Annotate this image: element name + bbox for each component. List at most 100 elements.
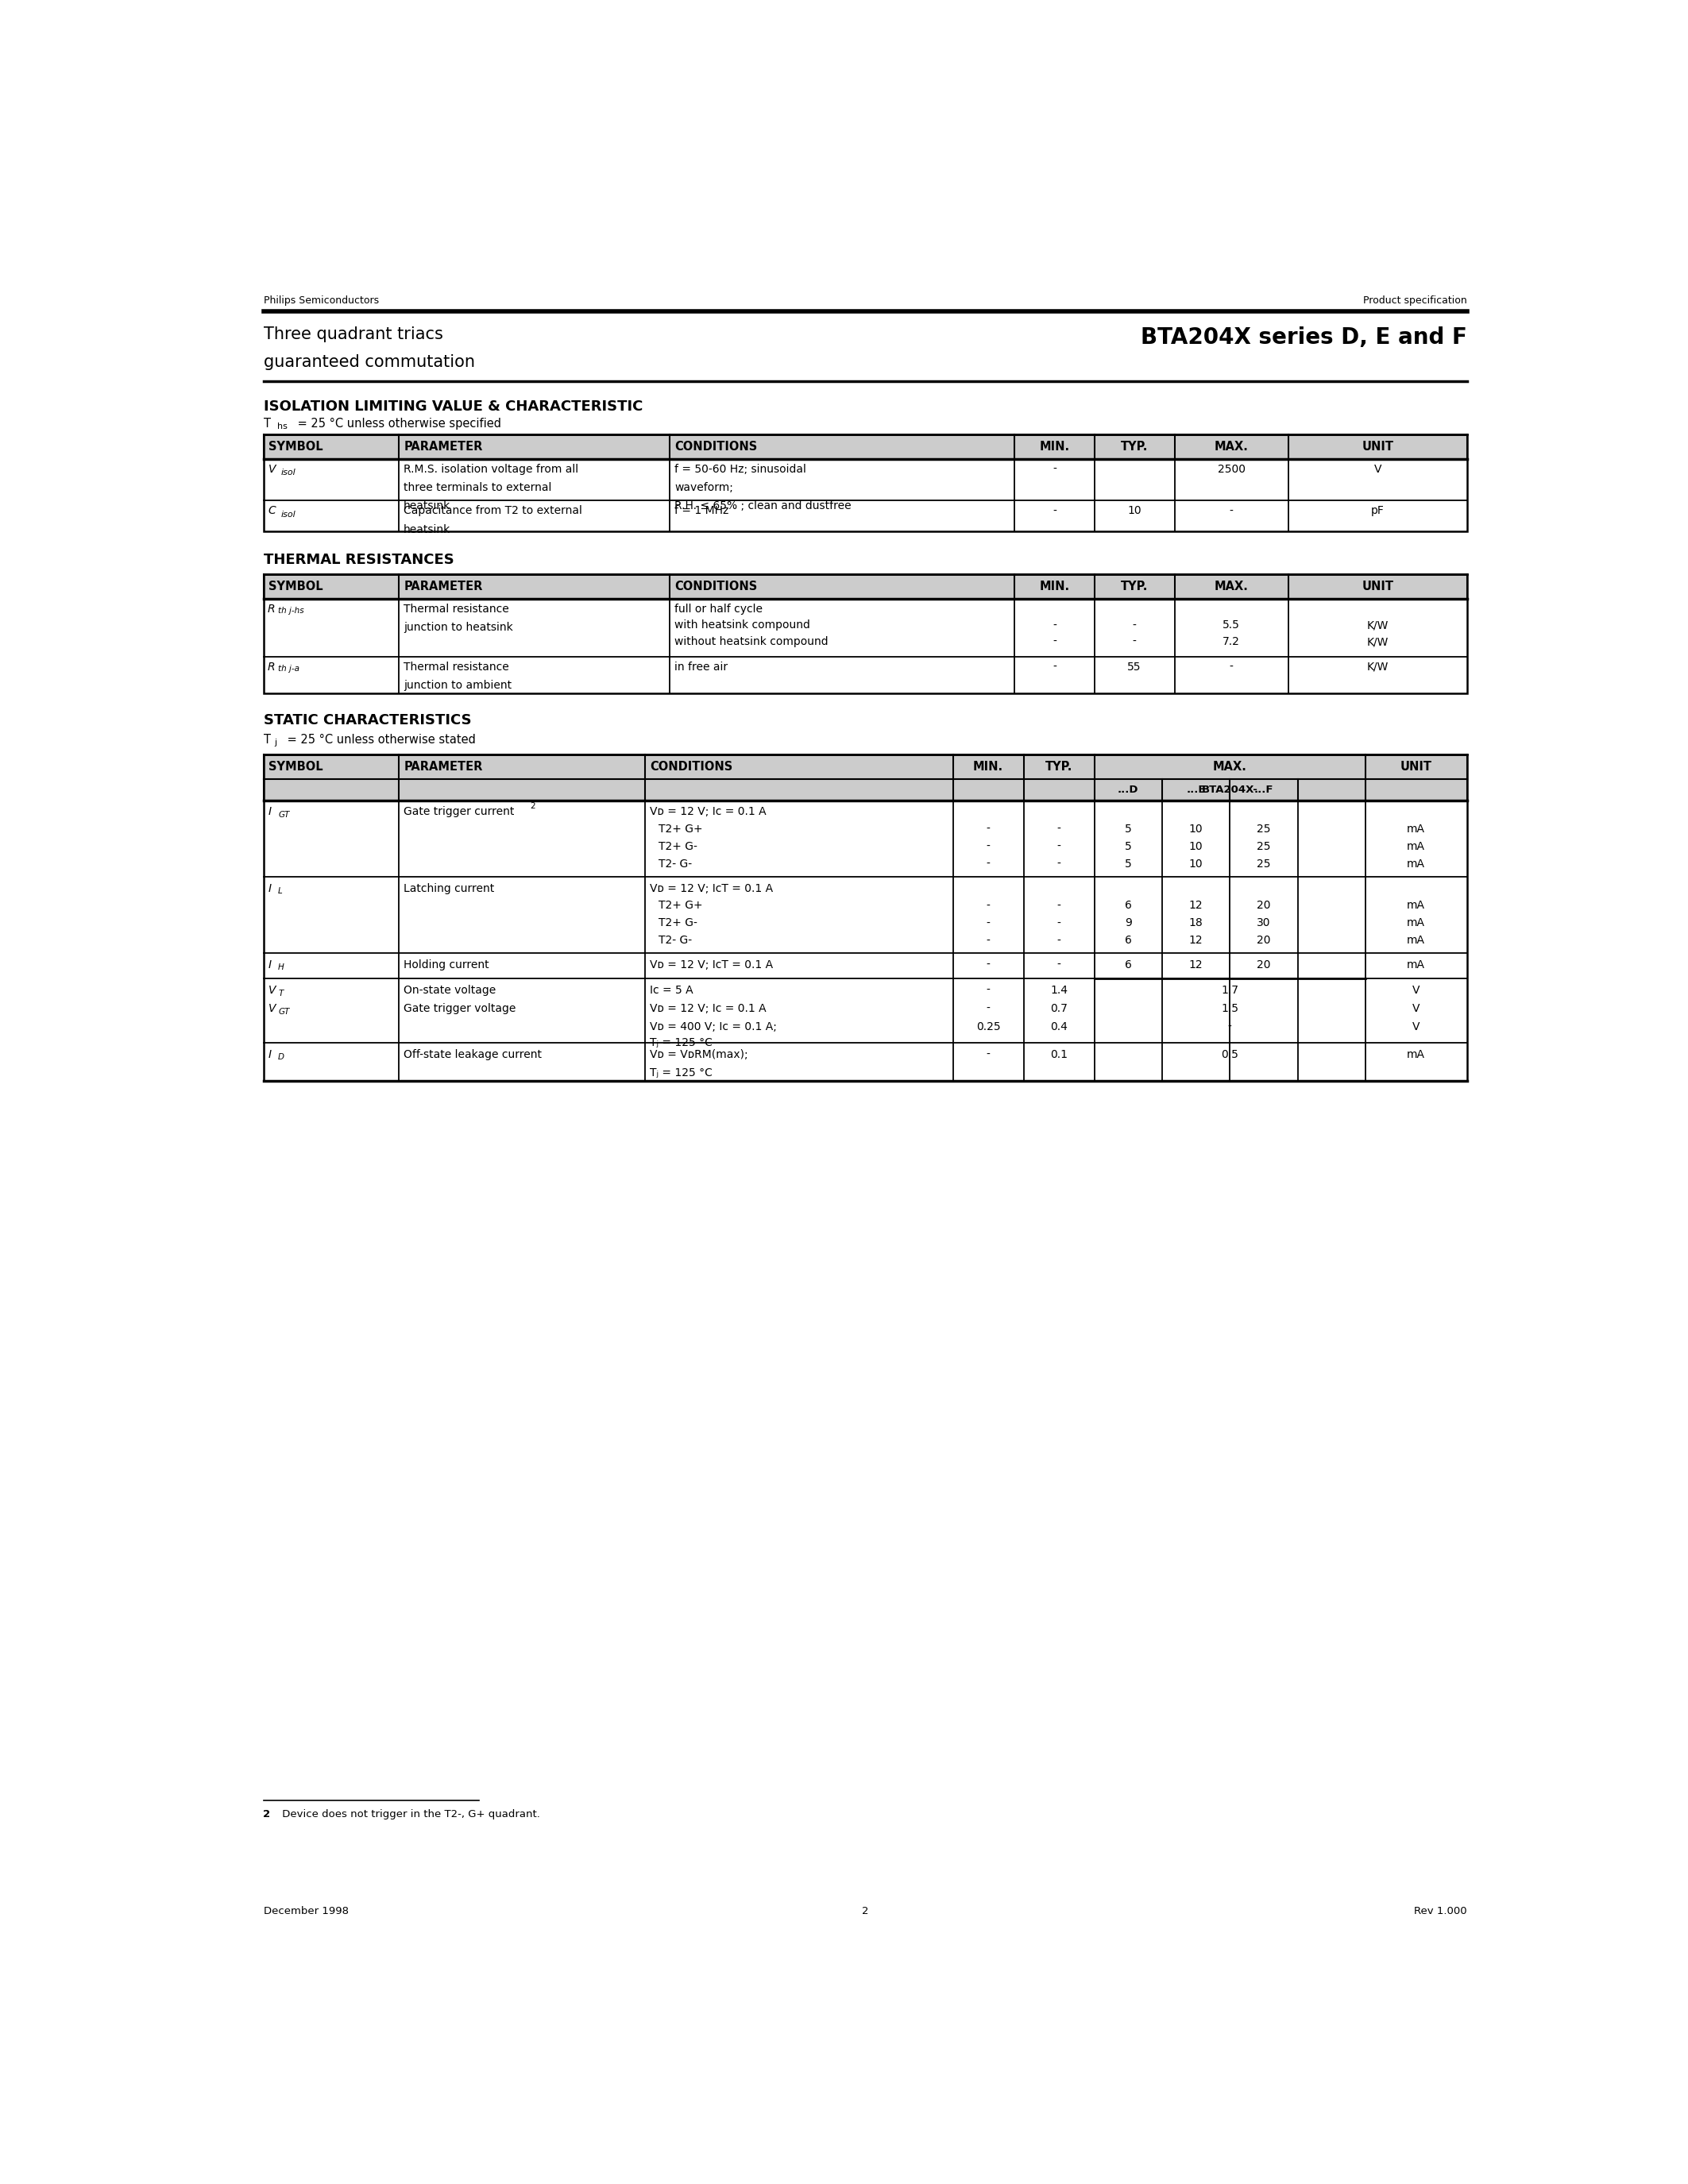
Text: -: -: [1053, 636, 1057, 646]
Text: mA: mA: [1408, 900, 1425, 911]
Text: V: V: [268, 1002, 275, 1013]
Text: guaranteed commutation: guaranteed commutation: [263, 354, 474, 369]
Text: GT: GT: [279, 810, 290, 819]
Text: MIN.: MIN.: [972, 760, 1003, 773]
Text: TYP.: TYP.: [1121, 581, 1148, 592]
Text: -: -: [1057, 959, 1062, 970]
Text: UNIT: UNIT: [1362, 581, 1394, 592]
Text: -: -: [986, 900, 991, 911]
Bar: [263, 753, 1467, 1081]
Text: 12: 12: [1188, 959, 1204, 970]
Text: 0.25: 0.25: [976, 1022, 1001, 1033]
Text: 2: 2: [863, 1907, 869, 1915]
Text: R.H. ≤ 65% ; clean and dustfree: R.H. ≤ 65% ; clean and dustfree: [675, 500, 851, 511]
Text: -: -: [1229, 505, 1234, 518]
Text: -: -: [986, 823, 991, 834]
Text: D: D: [279, 1053, 285, 1061]
Bar: [263, 753, 1467, 780]
Text: 10: 10: [1128, 505, 1141, 518]
Text: isol: isol: [280, 470, 295, 476]
Text: with heatsink compound: with heatsink compound: [675, 620, 810, 631]
Text: 5: 5: [1124, 858, 1131, 869]
Text: 1.4: 1.4: [1050, 985, 1069, 996]
Text: Rev 1.000: Rev 1.000: [1415, 1907, 1467, 1915]
Text: Product specification: Product specification: [1362, 295, 1467, 306]
Text: T2+ G-: T2+ G-: [658, 917, 697, 928]
Text: BTA204X series D, E and F: BTA204X series D, E and F: [1141, 325, 1467, 349]
Text: K/W: K/W: [1367, 636, 1389, 646]
Text: Philips Semiconductors: Philips Semiconductors: [263, 295, 378, 306]
Text: -: -: [1053, 662, 1057, 673]
Text: 10: 10: [1188, 858, 1204, 869]
Text: MAX.: MAX.: [1214, 581, 1249, 592]
Text: 20: 20: [1258, 935, 1271, 946]
Text: 10: 10: [1188, 823, 1204, 834]
Text: December 1998: December 1998: [263, 1907, 348, 1915]
Text: CONDITIONS: CONDITIONS: [650, 760, 733, 773]
Text: mA: mA: [1408, 959, 1425, 970]
Text: mA: mA: [1408, 841, 1425, 852]
Text: three terminals to external: three terminals to external: [403, 483, 552, 494]
Text: T2+ G+: T2+ G+: [658, 900, 702, 911]
Text: 2: 2: [530, 802, 535, 810]
Text: th j-hs: th j-hs: [279, 607, 304, 616]
Text: 9: 9: [1124, 917, 1131, 928]
Text: V: V: [1413, 985, 1420, 996]
Text: mA: mA: [1408, 1048, 1425, 1059]
Text: UNIT: UNIT: [1362, 441, 1394, 452]
Text: -: -: [1053, 463, 1057, 474]
Text: 10: 10: [1188, 841, 1204, 852]
Text: 6: 6: [1124, 935, 1131, 946]
Text: V: V: [1374, 463, 1381, 474]
Text: V: V: [1413, 1022, 1420, 1033]
Text: 25: 25: [1258, 841, 1271, 852]
Text: ...E: ...E: [1187, 784, 1205, 795]
Text: -: -: [986, 1048, 991, 1059]
Text: 0.1: 0.1: [1050, 1048, 1069, 1059]
Text: Capacitance from T2 to external: Capacitance from T2 to external: [403, 505, 582, 518]
Text: T: T: [263, 734, 270, 747]
Text: TYP.: TYP.: [1121, 441, 1148, 452]
Text: f = 1 MHz: f = 1 MHz: [675, 505, 729, 518]
Text: mA: mA: [1408, 935, 1425, 946]
Text: ...D: ...D: [1117, 784, 1139, 795]
Bar: [263, 574, 1467, 692]
Text: STATIC CHARACTERISTICS: STATIC CHARACTERISTICS: [263, 714, 471, 727]
Text: K/W: K/W: [1367, 620, 1389, 631]
Text: R.M.S. isolation voltage from all: R.M.S. isolation voltage from all: [403, 463, 579, 474]
Text: T: T: [279, 989, 284, 998]
Text: -: -: [1057, 917, 1062, 928]
Text: Thermal resistance: Thermal resistance: [403, 603, 510, 614]
Text: in free air: in free air: [675, 662, 728, 673]
Text: GT: GT: [279, 1007, 290, 1016]
Text: Vᴅ = 12 V; IᴄT = 0.1 A: Vᴅ = 12 V; IᴄT = 0.1 A: [650, 882, 773, 893]
Text: Vᴅ = 12 V; Iᴄ = 0.1 A: Vᴅ = 12 V; Iᴄ = 0.1 A: [650, 806, 766, 817]
Text: -: -: [986, 858, 991, 869]
Text: T2- G-: T2- G-: [658, 858, 692, 869]
Text: Gate trigger current: Gate trigger current: [403, 806, 515, 817]
Text: -: -: [986, 959, 991, 970]
Bar: [263, 780, 1467, 799]
Text: 0.7: 0.7: [1050, 1002, 1069, 1013]
Text: 12: 12: [1188, 935, 1204, 946]
Text: MAX.: MAX.: [1212, 760, 1247, 773]
Text: SYMBOL: SYMBOL: [268, 581, 322, 592]
Text: SYMBOL: SYMBOL: [268, 760, 322, 773]
Text: f = 50-60 Hz; sinusoidal: f = 50-60 Hz; sinusoidal: [675, 463, 807, 474]
Text: Vᴅ = VᴅRM(max);: Vᴅ = VᴅRM(max);: [650, 1048, 748, 1059]
Text: On-state voltage: On-state voltage: [403, 985, 496, 996]
Text: heatsink: heatsink: [403, 500, 451, 511]
Text: 20: 20: [1258, 959, 1271, 970]
Text: 55: 55: [1128, 662, 1141, 673]
Text: I: I: [268, 806, 272, 817]
Text: ISOLATION LIMITING VALUE & CHARACTERISTIC: ISOLATION LIMITING VALUE & CHARACTERISTI…: [263, 400, 643, 415]
Text: pF: pF: [1371, 505, 1384, 518]
Text: -: -: [1057, 935, 1062, 946]
Text: heatsink: heatsink: [403, 524, 451, 535]
Text: Tⱼ = 125 °C: Tⱼ = 125 °C: [650, 1068, 712, 1079]
Text: Iᴄ = 5 A: Iᴄ = 5 A: [650, 985, 694, 996]
Text: Vᴅ = 12 V; Iᴄ = 0.1 A: Vᴅ = 12 V; Iᴄ = 0.1 A: [650, 1002, 766, 1013]
Text: -: -: [986, 985, 991, 996]
Text: T2- G-: T2- G-: [658, 935, 692, 946]
Text: 1.7: 1.7: [1220, 985, 1239, 996]
